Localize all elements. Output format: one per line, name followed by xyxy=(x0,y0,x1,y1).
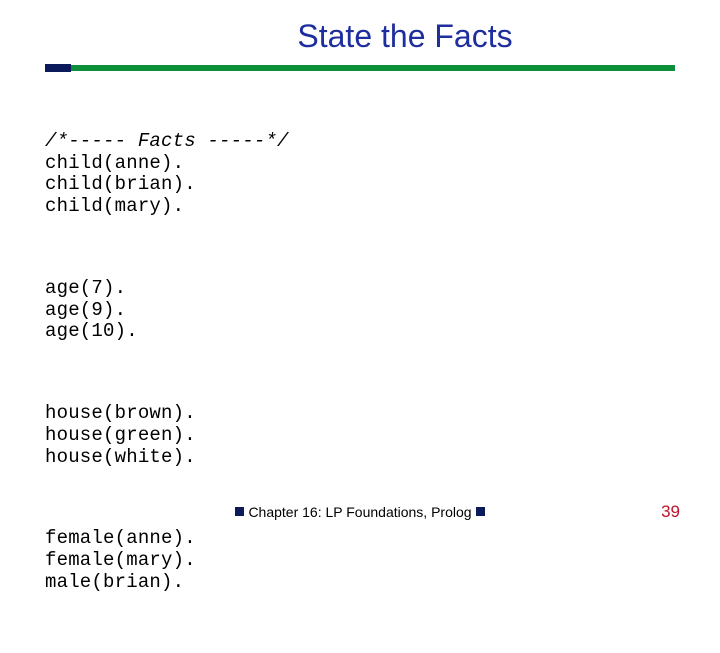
footer-bullet-icon xyxy=(476,507,485,516)
code-block-3: female(anne). female(mary). male(brian). xyxy=(45,528,675,594)
code-block-1: age(7). age(9). age(10). xyxy=(45,278,675,344)
footer: Chapter 16: LP Foundations, Prolog xyxy=(0,504,720,520)
code-line: house(green). xyxy=(45,424,196,446)
code-line: male(brian). xyxy=(45,571,184,593)
code-line: female(mary). xyxy=(45,549,196,571)
code-line: child(mary). xyxy=(45,195,184,217)
code-comment: /*----- Facts -----*/ xyxy=(45,130,289,152)
code-line: age(7). xyxy=(45,277,126,299)
title-rule xyxy=(45,65,675,73)
code-block-2: house(brown). house(green). house(white)… xyxy=(45,403,675,469)
page-number: 39 xyxy=(661,502,680,522)
code-line: age(9). xyxy=(45,299,126,321)
code-region: /*----- Facts -----*/ child(anne). child… xyxy=(45,87,675,653)
code-line: house(white). xyxy=(45,446,196,468)
slide: State the Facts /*----- Facts -----*/ ch… xyxy=(0,0,720,540)
code-line: child(anne). xyxy=(45,152,184,174)
rule-main-bar xyxy=(45,65,675,71)
footer-bullet-icon xyxy=(235,507,244,516)
code-line: house(brown). xyxy=(45,402,196,424)
rule-accent-block xyxy=(45,64,71,72)
code-line: child(brian). xyxy=(45,173,196,195)
footer-text: Chapter 16: LP Foundations, Prolog xyxy=(248,504,471,520)
slide-title: State the Facts xyxy=(135,18,675,55)
code-line: female(anne). xyxy=(45,527,196,549)
code-block-0: /*----- Facts -----*/ child(anne). child… xyxy=(45,131,675,218)
code-line: age(10). xyxy=(45,320,138,342)
